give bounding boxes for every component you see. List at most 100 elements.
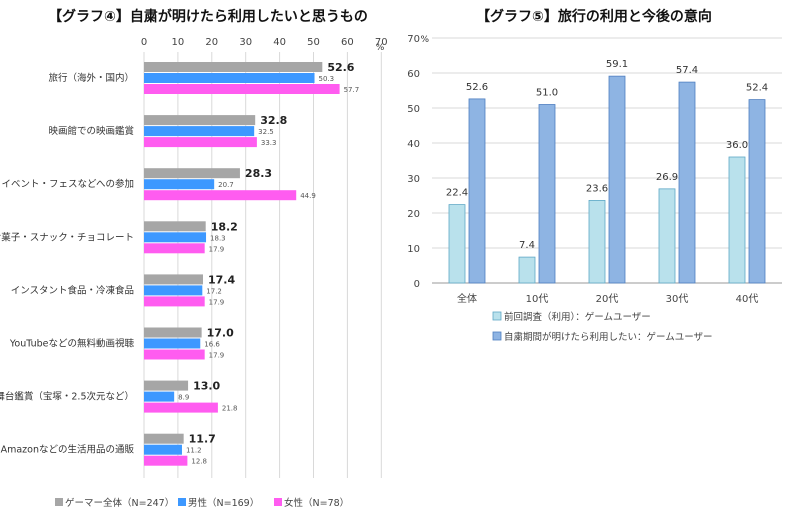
right-data-label: 23.6 (586, 183, 608, 194)
left-x-tick-label: 50 (307, 37, 320, 48)
right-category-label: 全体 (457, 292, 477, 305)
right-data-label: 36.0 (726, 140, 748, 151)
right-data-label: 26.9 (656, 172, 678, 183)
left-legend-swatch (274, 498, 282, 506)
left-bar (144, 338, 201, 349)
left-category-label: 映画館での映画鑑賞 (48, 125, 134, 137)
right-bar (678, 81, 696, 284)
right-chart-title: 【グラフ⑤】旅行の利用と今後の意向 (476, 8, 712, 25)
left-bar (144, 243, 205, 254)
right-bar (588, 199, 606, 284)
left-data-label: 44.9 (300, 192, 316, 200)
left-bar (144, 179, 215, 190)
left-data-label: 20.7 (218, 181, 234, 189)
right-bar (538, 104, 556, 284)
left-bar (144, 402, 218, 413)
right-data-label: 52.6 (466, 82, 488, 93)
left-category-label: Amazonなどの生活用品の通販 (1, 444, 135, 456)
right-y-tick-label: 60 (407, 69, 420, 80)
left-unit-label: % (376, 43, 385, 53)
left-data-label: 50.3 (319, 75, 335, 83)
left-data-label: 17.0 (207, 327, 234, 340)
left-category-label: 舞台鑑賞（宝塚・2.5次元など） (0, 391, 134, 403)
left-bar (144, 391, 175, 402)
left-legend-swatch (178, 498, 186, 506)
left-chart-title: 【グラフ④】自粛が明けたら利用したいと思うもの (48, 8, 368, 25)
left-data-label: 33.3 (261, 139, 277, 147)
left-bar (144, 115, 256, 126)
right-category-label: 10代 (526, 293, 549, 305)
left-bar (144, 327, 202, 338)
left-x-tick-label: 20 (205, 37, 218, 48)
left-data-label: 17.4 (208, 273, 235, 286)
left-bar (144, 455, 188, 466)
left-data-label: 18.3 (210, 234, 226, 242)
left-category-label: インスタント食品・冷凍食品 (11, 284, 134, 296)
left-category-label: YouTubeなどの無料動画視聴 (9, 338, 135, 350)
right-y-tick-label: 40 (407, 139, 420, 150)
right-y-tick-label: 70 (407, 34, 420, 45)
left-legend-label: ゲーマー全体（N=247） (65, 497, 174, 509)
right-category-label: 30代 (666, 293, 689, 305)
left-data-label: 12.8 (191, 458, 207, 466)
left-chart: 【グラフ④】自粛が明けたら利用したいと思うもの % 0 10 20 30 40 50 60 7… (0, 8, 388, 509)
right-category-label: 20代 (596, 293, 619, 305)
left-category-label: お菓子・スナック・チョコレート (0, 231, 134, 243)
right-bar (658, 188, 676, 284)
left-bar (144, 221, 206, 232)
right-legend-label: 自粛期間が明けたら利用したい：ゲームユーザー (504, 331, 713, 343)
left-category-label: 旅行（海外・国内） (48, 72, 134, 84)
left-bar (144, 232, 207, 243)
right-y-tick-label: 30 (407, 174, 420, 185)
left-bar (144, 84, 340, 94)
right-chart: 【グラフ⑤】旅行の利用と今後の意向 0 10 20 30 40 50 60 70% 22.4 5… (407, 8, 782, 343)
right-y-tick-label: 10 (407, 244, 420, 255)
left-x-tick-label: 40 (273, 37, 286, 48)
left-bar (144, 168, 240, 179)
left-bar (144, 433, 184, 444)
right-y-tick-label: 50 (407, 104, 420, 115)
left-data-label: 18.2 (211, 220, 238, 233)
left-bar (144, 444, 182, 455)
left-bar (144, 126, 255, 137)
left-x-tick-label: 30 (239, 37, 252, 48)
left-bar (144, 137, 257, 148)
right-y-tick-label: 20 (407, 209, 420, 220)
right-data-label: 52.4 (746, 83, 768, 94)
right-data-label: 59.1 (606, 59, 628, 70)
right-bar (468, 98, 486, 284)
right-bar (748, 99, 766, 284)
left-bar (144, 73, 315, 83)
left-bar (144, 380, 189, 391)
left-legend-swatch (55, 498, 63, 506)
right-category-label: 40代 (736, 293, 759, 305)
left-data-label: 17.9 (209, 352, 225, 360)
right-legend-swatch (492, 311, 502, 321)
left-data-label: 32.5 (258, 128, 274, 136)
left-data-label: 16.6 (204, 341, 220, 349)
left-x-tick-label: 0 (141, 37, 147, 48)
right-data-label: 57.4 (676, 65, 698, 76)
left-data-label: 52.6 (327, 61, 354, 74)
left-data-label: 21.8 (222, 405, 238, 413)
left-legend-label: 女性（N=78） (284, 497, 349, 509)
left-bar (144, 62, 323, 72)
left-data-label: 28.3 (245, 167, 272, 180)
right-data-label: 51.0 (536, 88, 558, 99)
left-legend-label: 男性（N=169） (188, 497, 259, 509)
left-data-label: 11.7 (189, 433, 216, 446)
left-x-tick-label: 70 (375, 37, 388, 48)
left-data-label: 17.9 (209, 245, 225, 253)
left-bar (144, 296, 205, 307)
right-data-label: 22.4 (446, 188, 468, 199)
left-data-label: 57.7 (344, 86, 360, 94)
right-bar (448, 204, 466, 284)
left-data-label: 11.2 (186, 447, 202, 455)
left-data-label: 8.9 (178, 394, 189, 402)
right-unit-label: % (420, 35, 429, 45)
left-bar (144, 274, 203, 285)
left-bar (144, 190, 297, 201)
left-data-label: 17.9 (209, 298, 225, 306)
right-legend-swatch (492, 331, 502, 341)
